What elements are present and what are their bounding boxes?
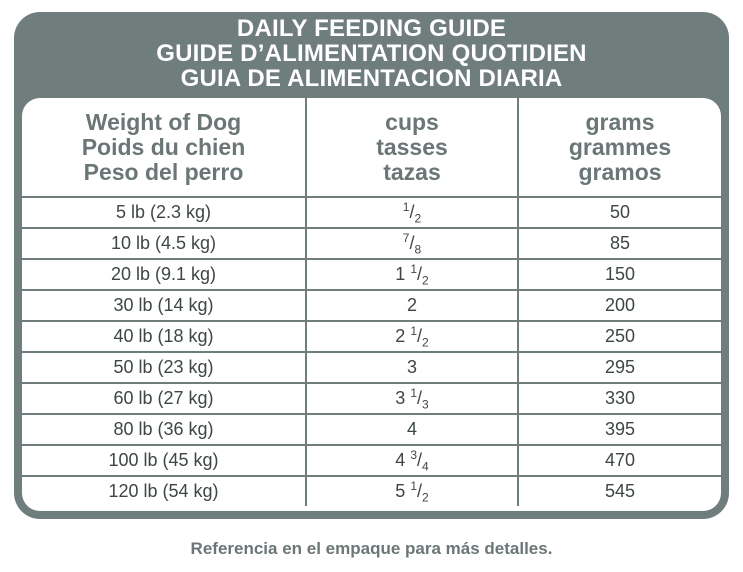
column-header-cups: cups tasses tazas bbox=[306, 98, 519, 198]
cups-numerator: 3 bbox=[410, 447, 417, 462]
cups-numerator: 7 bbox=[402, 230, 410, 245]
grams-cell: 85 bbox=[518, 228, 721, 260]
cups-cell: 5 1/2 bbox=[306, 476, 519, 506]
title-english: DAILY FEEDING GUIDE bbox=[236, 15, 507, 42]
table-row: 50 lb (23 kg) 3 295 bbox=[22, 352, 721, 384]
table-row: 5 lb (2.3 kg) 1/2 50 bbox=[22, 197, 721, 229]
cups-numerator: 1 bbox=[410, 261, 417, 276]
weight-cell: 10 lb (4.5 kg) bbox=[22, 228, 307, 260]
table-row: 80 lb (36 kg) 4 395 bbox=[22, 414, 721, 446]
weight-cell: 20 lb (9.1 kg) bbox=[22, 259, 307, 291]
grams-cell: 295 bbox=[518, 352, 721, 384]
cups-whole: 3 bbox=[406, 357, 417, 377]
cups-denominator: 2 bbox=[422, 335, 429, 350]
feeding-table: Weight of Dog Poids du chien Peso del pe… bbox=[22, 98, 721, 506]
cups-cell: 3 1/3 bbox=[306, 383, 519, 415]
cups-denominator: 2 bbox=[422, 490, 429, 505]
column-header-weight: Weight of Dog Poids du chien Peso del pe… bbox=[22, 98, 307, 198]
table-row: 10 lb (4.5 kg) 7/8 85 bbox=[22, 228, 721, 260]
cups-whole: 4 bbox=[406, 419, 417, 439]
weight-cell: 100 lb (45 kg) bbox=[22, 445, 307, 477]
weight-cell: 120 lb (54 kg) bbox=[22, 476, 307, 506]
fraction-slash: / bbox=[417, 449, 423, 470]
weight-cell: 5 lb (2.3 kg) bbox=[22, 197, 307, 229]
cups-cell: 1 1/2 bbox=[306, 259, 519, 291]
cups-whole: 4 bbox=[395, 449, 406, 470]
weight-cell: 80 lb (36 kg) bbox=[22, 414, 307, 446]
table-header-row: Weight of Dog Poids du chien Peso del pe… bbox=[22, 98, 721, 198]
cups-cell: 3 bbox=[306, 352, 519, 384]
table-row: 40 lb (18 kg) 2 1/2 250 bbox=[22, 321, 721, 353]
weight-cell: 50 lb (23 kg) bbox=[22, 352, 307, 384]
grams-cell: 395 bbox=[518, 414, 721, 446]
cups-cell: 2 1/2 bbox=[306, 321, 519, 353]
fraction-slash: / bbox=[417, 387, 423, 408]
feeding-guide-card: DAILY FEEDING GUIDE GUIDE D’ALIMENTATION… bbox=[14, 12, 729, 519]
cups-denominator: 4 bbox=[422, 459, 429, 474]
cups-numerator: 1 bbox=[410, 478, 417, 493]
fraction-slash: / bbox=[417, 263, 423, 284]
cups-cell: 4 3/4 bbox=[306, 445, 519, 477]
cups-denominator: 2 bbox=[422, 273, 429, 288]
fraction-slash: / bbox=[409, 232, 415, 253]
fraction-slash: / bbox=[417, 480, 423, 501]
cups-whole: 5 bbox=[395, 480, 406, 501]
cups-denominator: 3 bbox=[422, 397, 429, 412]
weight-cell: 30 lb (14 kg) bbox=[22, 290, 307, 322]
feeding-table-panel: Weight of Dog Poids du chien Peso del pe… bbox=[22, 98, 721, 511]
cups-numerator: 1 bbox=[410, 323, 417, 338]
guide-title: DAILY FEEDING GUIDE GUIDE D’ALIMENTATION… bbox=[14, 16, 729, 91]
cups-cell: 4 bbox=[306, 414, 519, 446]
weight-cell: 40 lb (18 kg) bbox=[22, 321, 307, 353]
cups-cell: 1/2 bbox=[306, 197, 519, 229]
grams-cell: 330 bbox=[518, 383, 721, 415]
table-row: 120 lb (54 kg) 5 1/2 545 bbox=[22, 476, 721, 506]
cups-whole: 3 bbox=[395, 387, 406, 408]
grams-cell: 200 bbox=[518, 290, 721, 322]
grams-cell: 150 bbox=[518, 259, 721, 291]
column-header-grams: grams grammes gramos bbox=[518, 98, 721, 198]
cups-numerator: 1 bbox=[410, 385, 417, 400]
table-row: 100 lb (45 kg) 4 3/4 470 bbox=[22, 445, 721, 477]
title-french: GUIDE D’ALIMENTATION QUOTIDIEN bbox=[156, 40, 587, 67]
cups-whole: 1 bbox=[395, 263, 406, 284]
cups-cell: 2 bbox=[306, 290, 519, 322]
table-row: 30 lb (14 kg) 2 200 bbox=[22, 290, 721, 322]
cups-numerator: 1 bbox=[402, 199, 410, 214]
fraction-slash: / bbox=[409, 201, 415, 222]
title-spanish: GUIA DE ALIMENTACION DIARIA bbox=[180, 65, 563, 92]
cups-whole: 2 bbox=[395, 325, 406, 346]
cups-denominator: 8 bbox=[414, 242, 422, 257]
table-row: 20 lb (9.1 kg) 1 1/2 150 bbox=[22, 259, 721, 291]
table-row: 60 lb (27 kg) 3 1/3 330 bbox=[22, 383, 721, 415]
fraction-slash: / bbox=[417, 325, 423, 346]
cups-denominator: 2 bbox=[414, 211, 422, 226]
weight-cell: 60 lb (27 kg) bbox=[22, 383, 307, 415]
cups-cell: 7/8 bbox=[306, 228, 519, 260]
grams-cell: 545 bbox=[604, 481, 636, 501]
footer-note: Referencia en el empaque para más detall… bbox=[190, 539, 553, 558]
grams-cell: 50 bbox=[518, 197, 721, 229]
grams-cell: 470 bbox=[518, 445, 721, 477]
grams-cell: 250 bbox=[518, 321, 721, 353]
cups-whole: 2 bbox=[406, 295, 417, 315]
